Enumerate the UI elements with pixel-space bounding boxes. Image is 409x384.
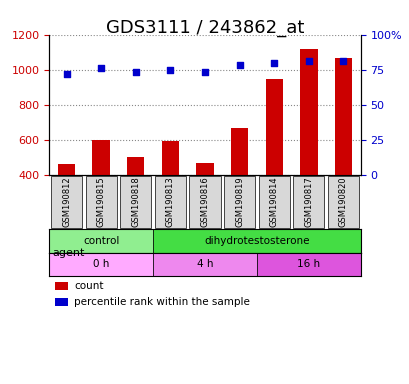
Text: GSM190820: GSM190820 (338, 177, 347, 227)
FancyBboxPatch shape (120, 176, 151, 228)
Bar (55, 282, 68, 290)
Bar (55, 298, 68, 306)
Bar (92, 140, 110, 245)
Bar (58, 164, 75, 245)
FancyBboxPatch shape (155, 176, 186, 228)
FancyBboxPatch shape (223, 176, 254, 228)
Point (63, 71, 70, 77)
Bar (153, 253, 256, 276)
Bar (127, 157, 144, 245)
Text: GSM190818: GSM190818 (131, 177, 140, 227)
Text: 16 h: 16 h (297, 259, 320, 269)
FancyBboxPatch shape (292, 176, 324, 228)
Point (201, 70, 208, 76)
Bar (334, 58, 351, 245)
Text: GSM190815: GSM190815 (97, 177, 106, 227)
Point (98, 65, 104, 71)
Bar (299, 50, 317, 245)
Text: GSM190814: GSM190814 (269, 177, 278, 227)
Text: control: control (83, 236, 119, 246)
FancyBboxPatch shape (85, 176, 117, 228)
Text: 4 h: 4 h (196, 259, 213, 269)
Text: GSM190813: GSM190813 (166, 177, 175, 227)
Bar (230, 128, 248, 245)
Bar (49, 253, 153, 276)
Text: GSM190817: GSM190817 (303, 177, 312, 227)
Text: GSM190816: GSM190816 (200, 177, 209, 227)
Point (339, 58, 346, 64)
Point (236, 62, 242, 68)
Point (270, 60, 277, 66)
FancyBboxPatch shape (327, 176, 358, 228)
Text: GSM190812: GSM190812 (62, 177, 71, 227)
Bar (49, 229, 153, 253)
Text: 0 h: 0 h (93, 259, 109, 269)
FancyBboxPatch shape (51, 176, 82, 228)
FancyBboxPatch shape (258, 176, 289, 228)
Bar (161, 141, 179, 245)
Text: percentile rank within the sample: percentile rank within the sample (74, 297, 249, 307)
Text: dihydrotestosterone: dihydrotestosterone (204, 236, 309, 246)
Text: agent: agent (52, 248, 85, 258)
Bar (196, 162, 213, 245)
Point (305, 58, 311, 64)
Point (132, 70, 139, 76)
FancyBboxPatch shape (189, 176, 220, 228)
Text: GDS3111 / 243862_at: GDS3111 / 243862_at (106, 19, 303, 37)
Text: count: count (74, 281, 103, 291)
Point (167, 66, 173, 73)
Bar (153, 229, 360, 253)
Bar (265, 79, 282, 245)
Text: GSM190819: GSM190819 (234, 177, 243, 227)
Bar (256, 253, 360, 276)
